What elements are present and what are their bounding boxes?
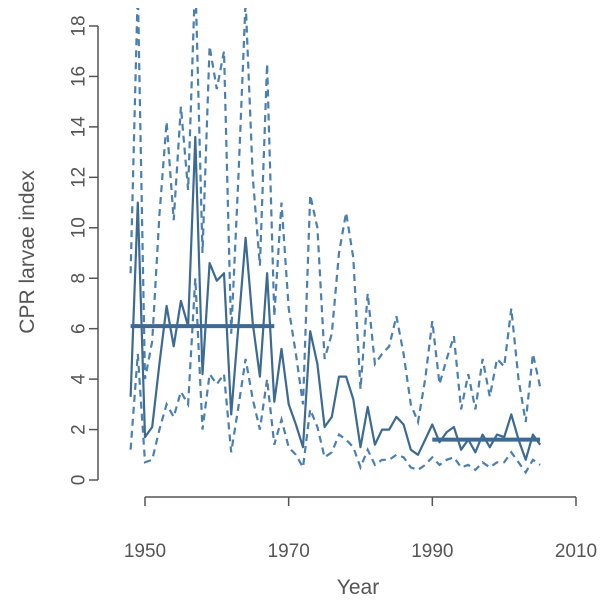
y-tick-label: 14	[69, 116, 90, 138]
index-line	[129, 135, 541, 461]
y-axis: 0 2 4 6 8 10 12 14 16 18	[69, 15, 99, 486]
x-tick-label: 1950	[124, 541, 166, 562]
dashed-bound-line-1	[129, 278, 541, 475]
y-tick-label: 6	[69, 323, 90, 334]
dashed-bound-line-0	[129, 8, 542, 427]
x-tick-label: 1990	[411, 541, 453, 562]
x-tick-label: 2010	[555, 541, 597, 562]
x-axis: 1950 1970 1990 2010	[124, 496, 597, 562]
y-tick-label: 18	[69, 15, 90, 36]
x-tick-label: 1970	[268, 541, 310, 562]
plot-lines	[129, 8, 542, 475]
y-tick-label: 16	[69, 66, 90, 87]
x-axis-title: Year	[337, 576, 379, 599]
y-tick-label: 8	[69, 273, 90, 284]
y-tick-label: 12	[69, 167, 90, 188]
y-tick-label: 0	[69, 475, 90, 486]
y-tick-label: 4	[69, 373, 90, 384]
y-tick-label: 10	[69, 217, 90, 238]
y-tick-label: 2	[69, 424, 90, 435]
y-axis-title: CPR larvae index	[16, 170, 39, 334]
